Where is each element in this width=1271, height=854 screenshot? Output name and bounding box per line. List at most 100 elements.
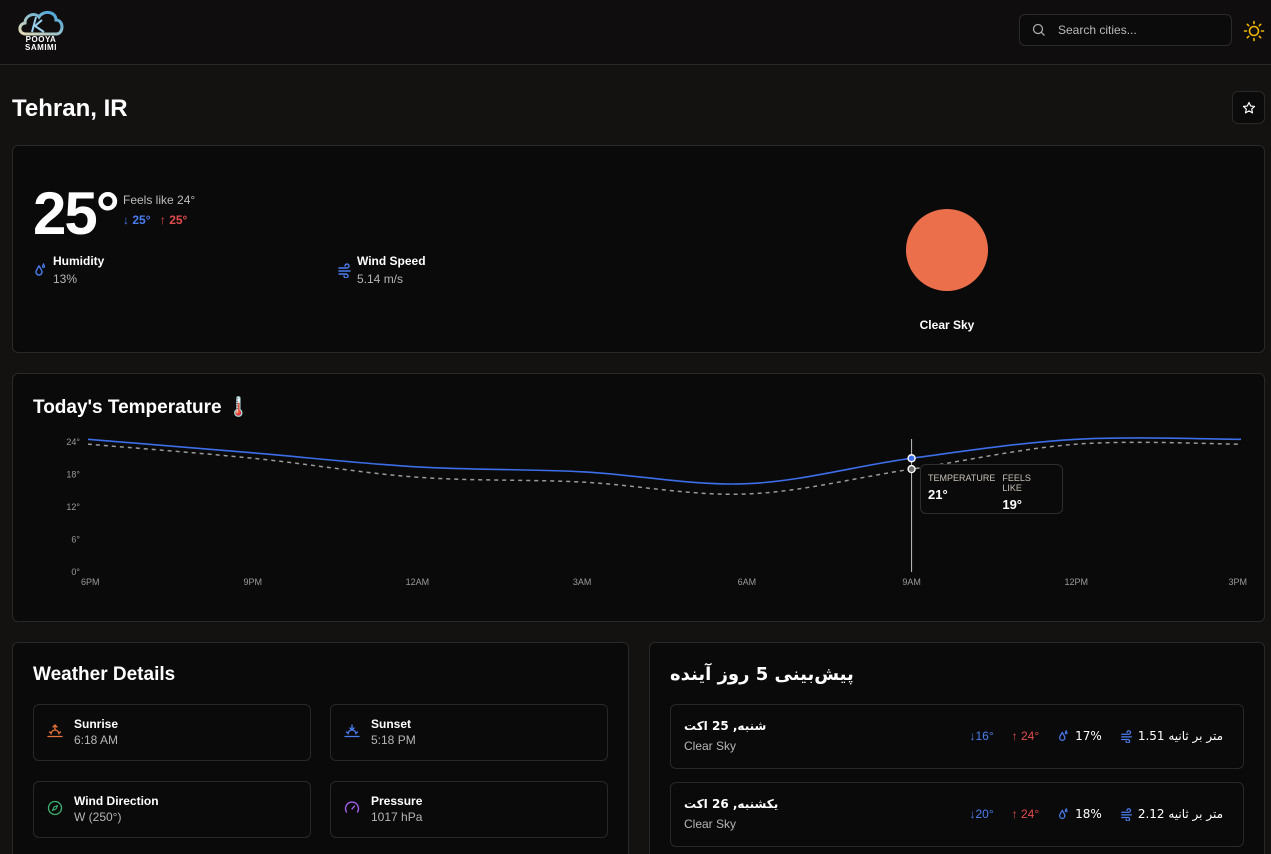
hover-point bbox=[907, 464, 916, 474]
forecast-min: ↓20° bbox=[969, 807, 994, 821]
temperature-line bbox=[87, 437, 1242, 485]
detail-sunset: Sunset 5:18 PM bbox=[330, 704, 608, 761]
humidity-value: 13% bbox=[53, 272, 78, 286]
wind-speed-stat: Wind Speed 5.14 m/s bbox=[337, 254, 426, 286]
x-tick: 6AM bbox=[738, 577, 757, 587]
weather-sun-icon bbox=[906, 209, 988, 291]
cloud-logo-icon bbox=[18, 11, 64, 36]
search-input[interactable] bbox=[1058, 23, 1218, 37]
wind-speed-value: 5.14 m/s bbox=[357, 272, 404, 286]
min-max-temperature: ↓ 25° ↑ 25° bbox=[123, 213, 187, 227]
chart-title: Today's Temperature 🌡️ bbox=[33, 397, 251, 418]
tooltip-feels-label: FEELS LIKE bbox=[1002, 473, 1031, 493]
forecast-card: پیش‌بینی 5 روز آینده شنبه, 25 اکت Clear … bbox=[649, 642, 1265, 854]
humidity-label: Humidity bbox=[53, 254, 105, 268]
forecast-wind-value: متر بر ثانیه 1.51 bbox=[1137, 729, 1223, 743]
forecast-humidity-value: 17% bbox=[1075, 729, 1102, 743]
current-weather-card: 25° Feels like 24° ↓ 25° ↑ 25° Humidity … bbox=[12, 145, 1265, 353]
logo-text: POOYA SAMIMI bbox=[16, 36, 66, 52]
forecast-day: شنبه, 25 اکت bbox=[684, 719, 767, 733]
droplets-icon bbox=[1059, 729, 1068, 741]
theme-toggle-button[interactable] bbox=[1243, 20, 1265, 42]
y-tick: 12° bbox=[66, 502, 80, 512]
forecast-humidity: 18% bbox=[1057, 807, 1102, 821]
search-icon bbox=[1032, 23, 1045, 36]
chart-tooltip: TEMPERATURE 21° FEELS LIKE 19° bbox=[920, 464, 1063, 514]
max-temperature: 25° bbox=[169, 213, 188, 227]
detail-sunrise: Sunrise 6:18 AM bbox=[33, 704, 311, 761]
compass-icon bbox=[47, 800, 63, 816]
tooltip-feels-value: 19° bbox=[1002, 497, 1023, 512]
y-tick: 0° bbox=[71, 567, 80, 577]
arrow-down-icon: ↓ bbox=[123, 213, 129, 227]
top-header: POOYA SAMIMI bbox=[0, 0, 1271, 65]
forecast-desc: Clear Sky bbox=[684, 817, 737, 831]
forecast-title: پیش‌بینی 5 روز آینده bbox=[670, 664, 854, 685]
x-tick: 12AM bbox=[406, 577, 430, 587]
forecast-desc: Clear Sky bbox=[684, 739, 737, 753]
sun-icon bbox=[1243, 20, 1265, 42]
wind-icon bbox=[1120, 730, 1132, 743]
detail-wind-direction: Wind Direction W (250°) bbox=[33, 781, 311, 838]
wind-direction-label: Wind Direction bbox=[74, 794, 159, 808]
wind-speed-label: Wind Speed bbox=[357, 254, 426, 268]
favorite-button[interactable] bbox=[1232, 91, 1265, 124]
x-tick: 3AM bbox=[573, 577, 592, 587]
gauge-icon bbox=[344, 801, 360, 813]
wind-icon bbox=[1120, 808, 1132, 821]
forecast-max: ↑ 24° bbox=[1011, 807, 1040, 821]
forecast-row: یکشنبه, 26 اکت Clear Sky ↓20° ↑ 24° 18% … bbox=[670, 782, 1244, 847]
detail-pressure: Pressure 1017 hPa bbox=[330, 781, 608, 838]
sunrise-icon bbox=[47, 724, 63, 738]
search-box[interactable] bbox=[1019, 14, 1232, 46]
forecast-wind-value: متر بر ثانیه 2.12 bbox=[1137, 807, 1223, 821]
x-tick: 6PM bbox=[81, 577, 100, 587]
sunset-value: 5:18 PM bbox=[371, 733, 416, 747]
forecast-humidity: 17% bbox=[1057, 729, 1102, 743]
pressure-label: Pressure bbox=[371, 794, 423, 808]
x-tick: 3PM bbox=[1228, 577, 1247, 587]
forecast-day: یکشنبه, 26 اکت bbox=[684, 797, 779, 811]
x-tick: 9AM bbox=[902, 577, 921, 587]
current-temperature: 25° bbox=[33, 180, 120, 247]
hover-point bbox=[907, 454, 916, 463]
forecast-stats: ↓20° ↑ 24° 18% متر بر ثانیه 2.12 bbox=[952, 807, 1223, 821]
forecast-max: ↑ 24° bbox=[1011, 729, 1040, 743]
weather-details-card: Weather Details Sunrise 6:18 AM Sunset 5… bbox=[12, 642, 629, 854]
temperature-chart-card: Today's Temperature 🌡️ 0° 6° 12° 18° 24° 6PM 9… bbox=[12, 373, 1265, 622]
logo[interactable]: POOYA SAMIMI bbox=[16, 8, 66, 54]
y-tick: 18° bbox=[66, 470, 80, 480]
arrow-up-icon: ↑ bbox=[159, 213, 166, 227]
sunset-label: Sunset bbox=[371, 717, 412, 731]
y-tick: 24° bbox=[66, 437, 80, 447]
pressure-value: 1017 hPa bbox=[371, 810, 423, 824]
forecast-wind: متر بر ثانیه 2.12 bbox=[1120, 807, 1223, 821]
tooltip-temp-label: TEMPERATURE bbox=[928, 473, 996, 483]
droplets-icon bbox=[1059, 807, 1068, 819]
wind-direction-value: W (250°) bbox=[74, 810, 122, 824]
forecast-wind: متر بر ثانیه 1.51 bbox=[1120, 729, 1223, 743]
sunset-icon bbox=[344, 724, 360, 738]
x-tick: 12PM bbox=[1065, 577, 1089, 587]
temperature-chart[interactable]: 0° 6° 12° 18° 24° 6PM 9PM 12AM 3AM 6AM 9AM 12PM 3PM bbox=[13, 374, 1266, 623]
logo-line1: POOYA bbox=[25, 35, 57, 44]
sunrise-label: Sunrise bbox=[74, 717, 119, 731]
sunrise-value: 6:18 AM bbox=[74, 733, 119, 747]
star-icon bbox=[1242, 101, 1255, 113]
details-title: Weather Details bbox=[33, 664, 176, 685]
city-title: Tehran, IR bbox=[12, 95, 128, 122]
forecast-stats: ↓16° ↑ 24° 17% متر بر ثانیه 1.51 bbox=[952, 729, 1223, 743]
logo-line2: SAMIMI bbox=[25, 43, 57, 52]
x-tick: 9PM bbox=[243, 577, 262, 587]
feels-like-line bbox=[87, 441, 1242, 496]
min-temperature: 25° bbox=[132, 213, 151, 227]
forecast-humidity-value: 18% bbox=[1075, 807, 1102, 821]
droplets-icon bbox=[35, 262, 46, 276]
humidity-stat: Humidity 13% bbox=[33, 254, 104, 286]
forecast-min: ↓16° bbox=[969, 729, 994, 743]
forecast-row: شنبه, 25 اکت Clear Sky ↓16° ↑ 24° 17% مت… bbox=[670, 704, 1244, 769]
weather-condition: Clear Sky bbox=[919, 318, 975, 332]
wind-icon bbox=[338, 263, 351, 278]
tooltip-temp-value: 21° bbox=[928, 487, 948, 502]
feels-like: Feels like 24° bbox=[123, 193, 196, 207]
